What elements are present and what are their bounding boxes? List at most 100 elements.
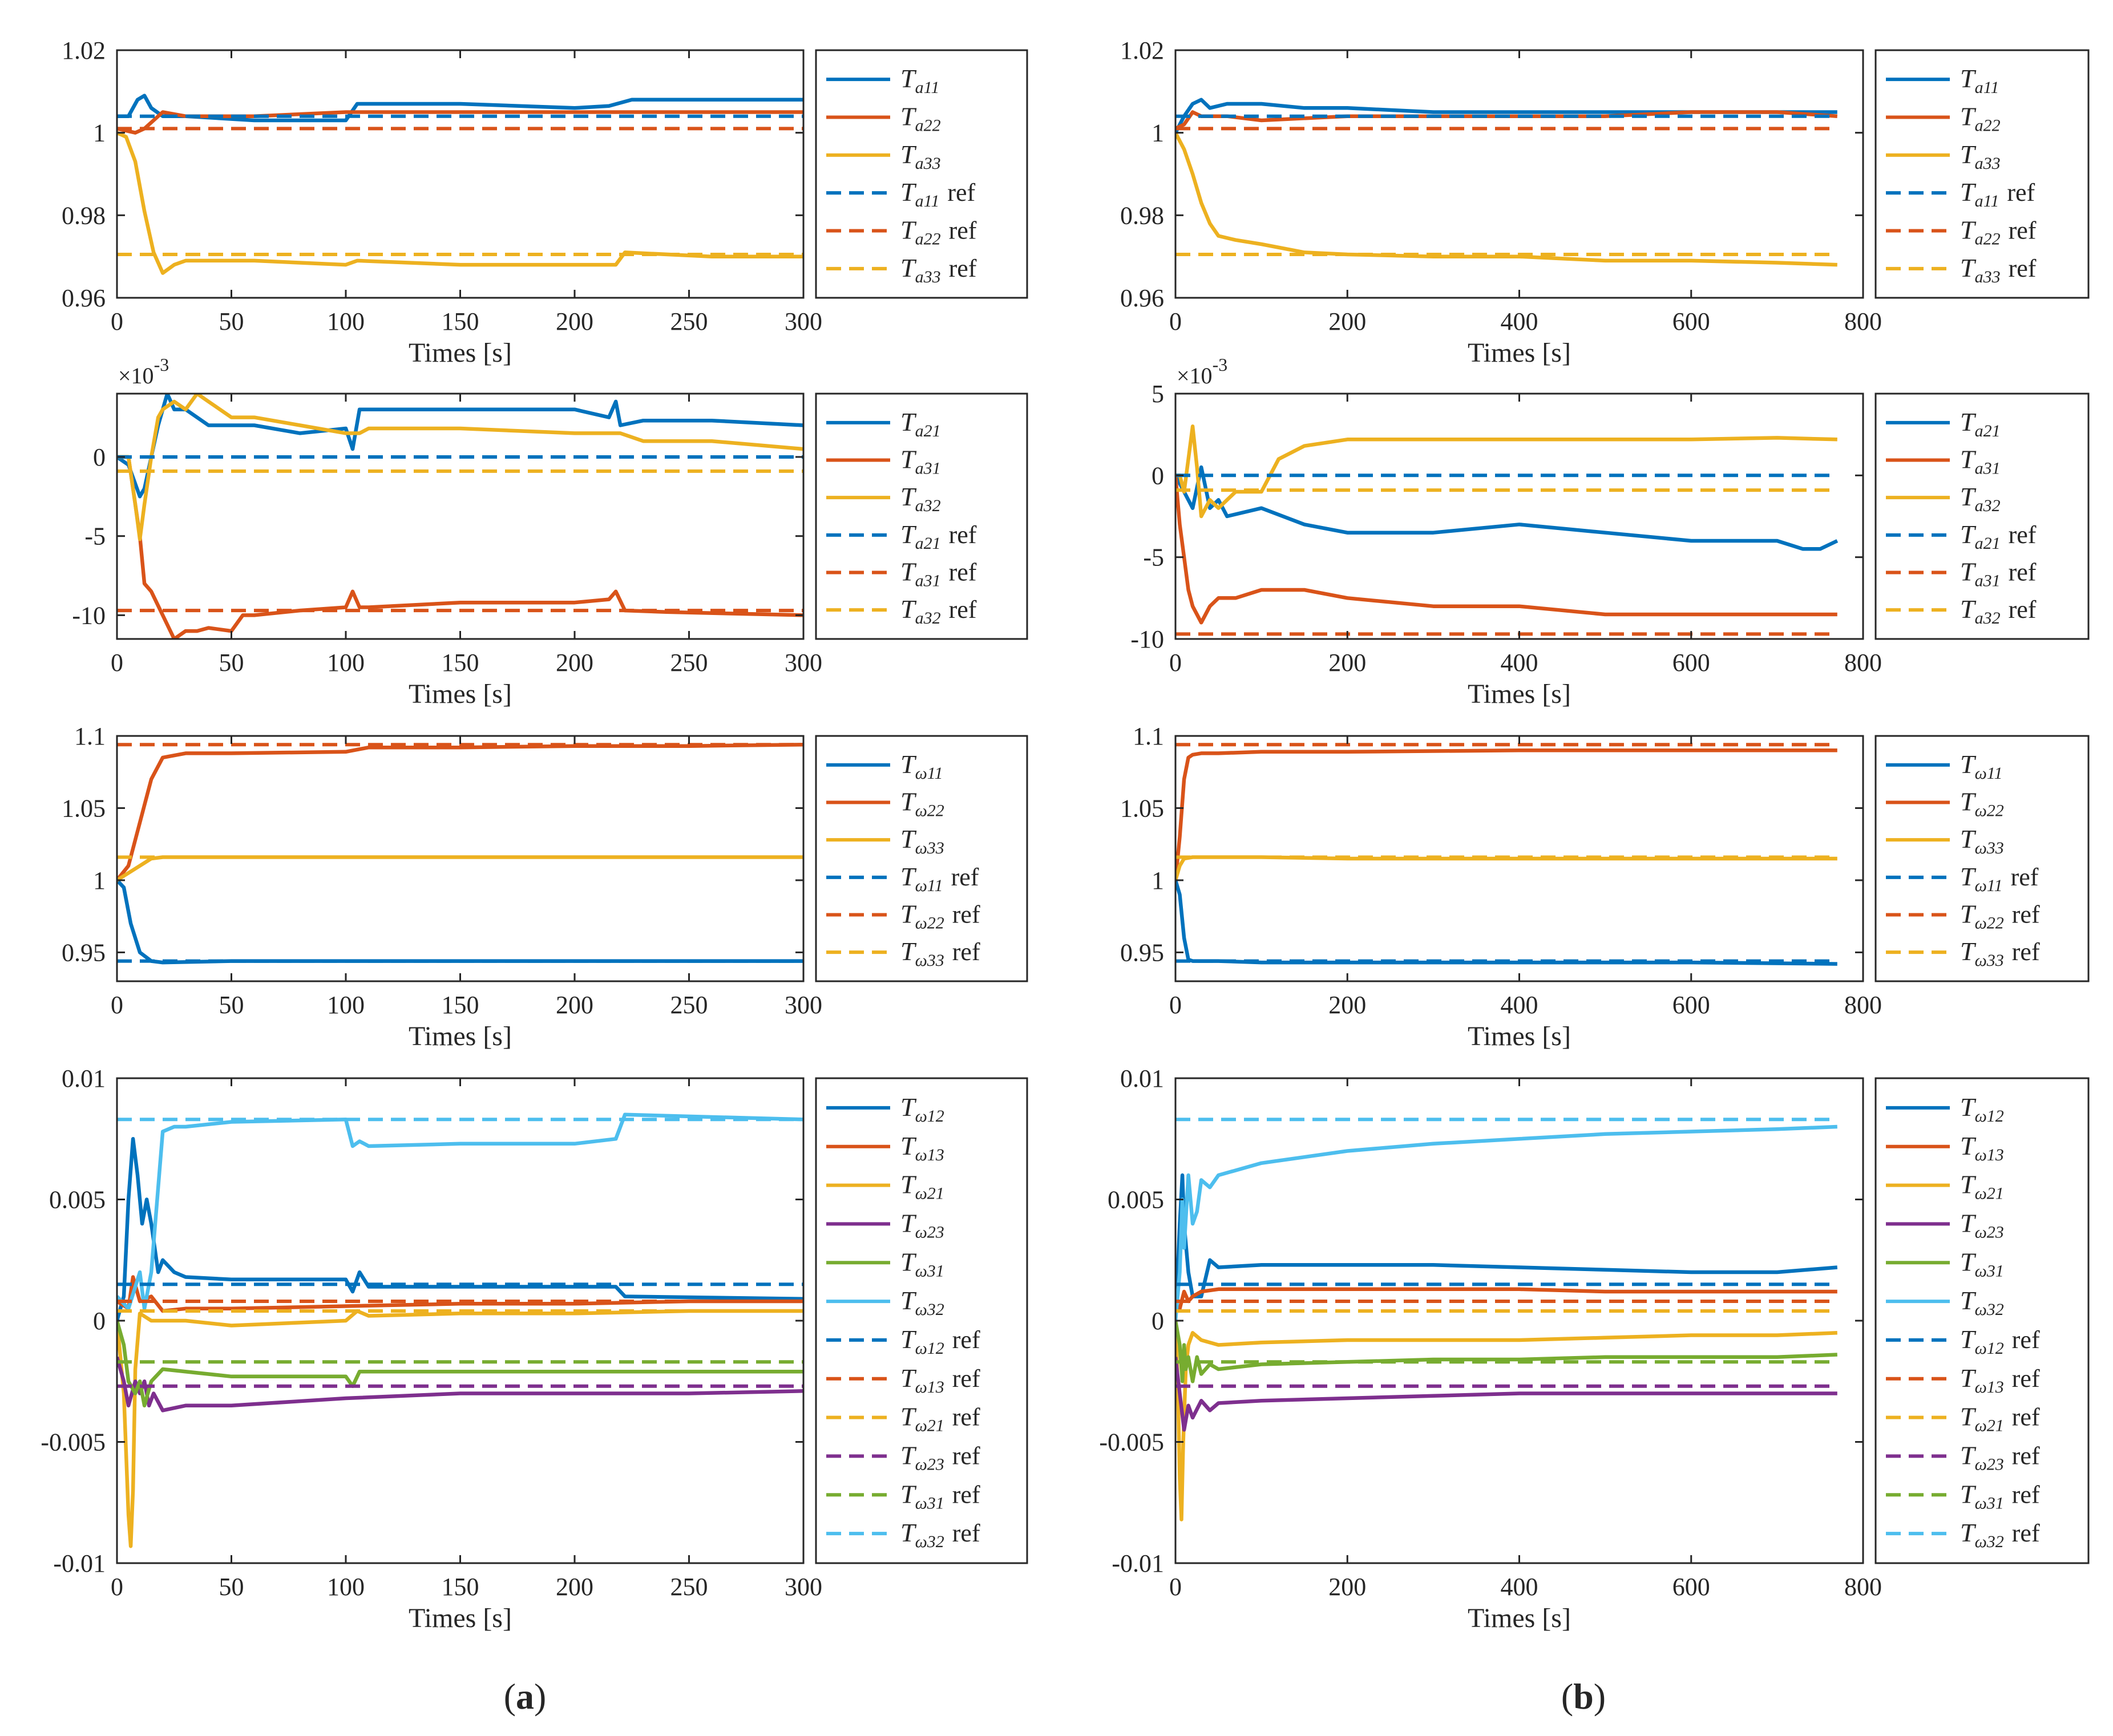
- legend-ref-suffix: ref: [949, 521, 977, 549]
- y-tick-label: 0: [93, 443, 106, 471]
- legend-subscript: a11: [1975, 78, 1999, 97]
- series-line-T_ω23: [117, 1356, 803, 1413]
- series-line-T_ω32: [1175, 1124, 1837, 1321]
- legend-subscript: ω11: [915, 876, 943, 895]
- x-tick-label: 100: [327, 649, 365, 677]
- x-tick-label: 200: [1328, 1573, 1366, 1601]
- legend-ref-suffix: ref: [2012, 1326, 2040, 1354]
- legend-entry-label: Ta31: [900, 445, 941, 478]
- legend-subscript: ω23: [915, 1455, 944, 1474]
- legend-subscript: ω11: [1975, 764, 2003, 783]
- y-tick-label: 0.95: [62, 938, 106, 966]
- legend-subscript: ω22: [1975, 914, 2004, 933]
- legend-entry-label: Tω33: [900, 824, 944, 857]
- legend-symbol: T: [1960, 253, 1977, 282]
- legend-symbol: T: [1960, 407, 1977, 436]
- y-exponent-label: ×10-3: [1177, 354, 1227, 389]
- x-axis-label: Times [s]: [1468, 679, 1571, 709]
- legend-subscript: a33: [915, 268, 941, 286]
- legend-subscript: ω23: [1975, 1455, 2004, 1474]
- legend-symbol: T: [900, 1518, 917, 1547]
- legend-entry-label: Ta31 ref: [900, 557, 977, 590]
- legend-symbol: T: [1960, 1092, 1977, 1122]
- legend-entry-label: Tω22 ref: [900, 900, 980, 933]
- legend-ref-suffix: ref: [2012, 1519, 2040, 1547]
- x-tick-label: 600: [1672, 1573, 1710, 1601]
- legend-ref-suffix: ref: [952, 938, 980, 966]
- legend-entry-label: Tω33: [1960, 824, 2004, 857]
- legend-symbol: T: [1960, 1247, 1977, 1276]
- legend-ref-suffix: ref: [2009, 559, 2037, 586]
- caption-letter: b: [1573, 1676, 1594, 1717]
- legend-entry-label: Ta33 ref: [900, 253, 977, 286]
- legend-symbol: T: [900, 1286, 917, 1315]
- legend-subscript: ω21: [915, 1417, 944, 1435]
- legend-subscript: a32: [915, 496, 941, 515]
- x-tick-label: 150: [442, 991, 479, 1019]
- series-line-T_ω31: [1175, 1320, 1837, 1383]
- series-line-T_ω33: [1175, 855, 1837, 881]
- legend-subscript: a32: [1975, 496, 2001, 515]
- y-tick-label: 0.96: [62, 284, 106, 312]
- legend-ref-suffix: ref: [952, 1480, 980, 1508]
- legend-entry-label: Ta21 ref: [1960, 520, 2037, 553]
- legend-symbol: T: [1960, 1518, 1977, 1547]
- x-tick-label: 800: [1844, 307, 1882, 335]
- legend-subscript: ω31: [915, 1261, 944, 1280]
- legend-symbol: T: [1960, 445, 1977, 474]
- legend-symbol: T: [900, 64, 917, 93]
- legend-entry-label: Tω31 ref: [1960, 1479, 2040, 1512]
- x-tick-label: 400: [1501, 1573, 1538, 1601]
- legend-symbol: T: [900, 102, 917, 131]
- legend-subscript: a31: [915, 459, 941, 478]
- x-tick-label: 50: [219, 991, 244, 1019]
- y-tick-label: 1: [1152, 119, 1164, 147]
- y-tick-label: -0.01: [1112, 1549, 1164, 1577]
- series-line-T_ω21: [117, 1309, 803, 1548]
- legend-symbol: T: [1960, 594, 1977, 624]
- legend-subscript: ω11: [1975, 876, 2003, 895]
- series-line-T_ω31: [117, 1320, 803, 1408]
- legend-subscript: ω23: [915, 1223, 944, 1241]
- legend-entry-label: Ta21 ref: [900, 520, 977, 553]
- legend-box: [1874, 392, 2090, 640]
- y-tick-label: 0.95: [1120, 938, 1164, 966]
- y-tick-label: 1: [1152, 867, 1164, 895]
- exponent-power: -3: [154, 354, 169, 375]
- series-lines: [117, 1112, 803, 1548]
- x-tick-label: 200: [556, 991, 593, 1019]
- x-tick-label: 300: [785, 307, 822, 335]
- legend-entry-label: Tω33 ref: [900, 937, 980, 970]
- legend-entry-label: Ta21: [900, 407, 941, 440]
- legend-symbol: T: [1960, 520, 1977, 549]
- series-line-T_ω21: [1175, 1320, 1837, 1521]
- legend-box: [815, 1077, 1028, 1564]
- legend-ref-suffix: ref: [2012, 1403, 2040, 1431]
- legend-symbol: T: [1960, 862, 1977, 891]
- subplot-a2: 0 50 100 150 200 250 300 -10 -5 0 Times [s] ×10-3 Ta…: [72, 354, 1028, 709]
- legend-subscript: ω12: [915, 1339, 944, 1358]
- legend-subscript: a21: [915, 534, 941, 553]
- legend-subscript: ω13: [915, 1146, 944, 1164]
- legend-entry-label: Ta11: [900, 64, 939, 97]
- x-tick-label: 100: [327, 1573, 365, 1601]
- y-tick-label: -5: [84, 523, 106, 551]
- legend-entry-label: Ta22: [900, 102, 941, 135]
- legend-entry-label: Ta22 ref: [900, 216, 977, 249]
- legend-subscript: a22: [1975, 116, 2001, 135]
- legend-symbol: T: [900, 1170, 917, 1199]
- legend-entry-label: Ta32: [900, 482, 941, 515]
- x-axis-label: Times [s]: [1468, 338, 1571, 368]
- legend-ref-suffix: ref: [2009, 217, 2037, 245]
- x-tick-label: 250: [670, 1573, 708, 1601]
- x-tick-label: 0: [111, 307, 123, 335]
- legend-symbol: T: [1960, 102, 1977, 131]
- legend-symbol: T: [900, 1440, 917, 1470]
- legend-entry-label: Ta22 ref: [1960, 216, 2037, 249]
- legend-subscript: a21: [1975, 534, 2001, 553]
- caption-letter: a: [516, 1676, 534, 1717]
- legend-entry-label: Ta33: [1960, 140, 2001, 173]
- series-line-T_a31: [117, 455, 803, 639]
